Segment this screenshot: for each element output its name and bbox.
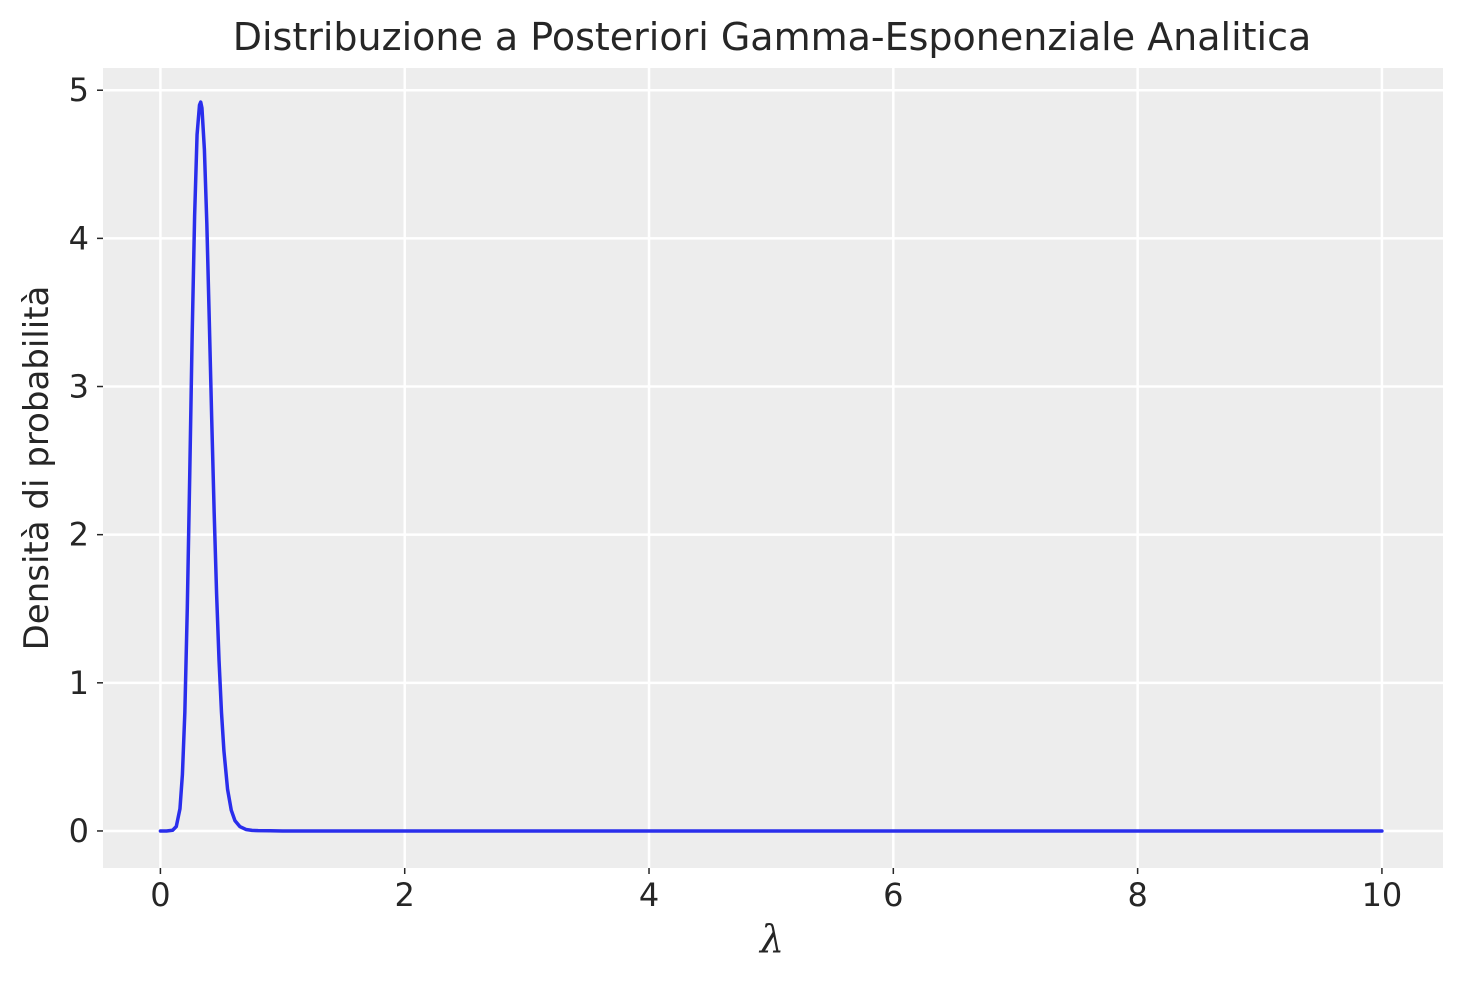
y-tick-label: 4 (69, 219, 89, 257)
x-tick-label: 4 (639, 876, 659, 914)
series (158, 100, 1384, 833)
ticks: 0 2 4 6 8 10 0 1 2 3 4 5 (69, 71, 1403, 914)
x-tick-label: 10 (1362, 876, 1403, 914)
y-tick-label: 3 (69, 368, 89, 406)
y-tick-label: 2 (69, 516, 89, 554)
y-tick-label: 1 (69, 664, 89, 702)
x-tick-label: 8 (1127, 876, 1147, 914)
chart-title: Distribuzione a Posteriori Gamma-Esponen… (233, 15, 1312, 59)
y-axis-label: Densità di probabilità (17, 286, 57, 651)
plot-background (103, 68, 1443, 868)
y-tick-label: 5 (69, 71, 89, 109)
y-tick-label: 0 (69, 812, 89, 850)
x-axis-label: λ (758, 917, 784, 961)
series-line (158, 100, 1384, 833)
x-tick-label: 2 (395, 876, 415, 914)
x-tick-label: 6 (883, 876, 903, 914)
x-tick-label: 0 (150, 876, 170, 914)
